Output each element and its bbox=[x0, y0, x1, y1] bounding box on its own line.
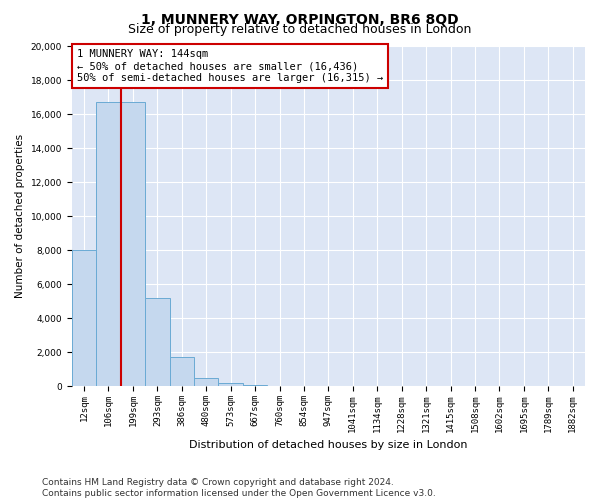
Bar bbox=[72, 250, 96, 386]
Text: 1 MUNNERY WAY: 144sqm
← 50% of detached houses are smaller (16,436)
50% of semi-: 1 MUNNERY WAY: 144sqm ← 50% of detached … bbox=[77, 50, 383, 82]
Text: Size of property relative to detached houses in London: Size of property relative to detached ho… bbox=[128, 22, 472, 36]
Text: Contains HM Land Registry data © Crown copyright and database right 2024.
Contai: Contains HM Land Registry data © Crown c… bbox=[42, 478, 436, 498]
Text: 1, MUNNERY WAY, ORPINGTON, BR6 8QD: 1, MUNNERY WAY, ORPINGTON, BR6 8QD bbox=[141, 12, 459, 26]
X-axis label: Distribution of detached houses by size in London: Distribution of detached houses by size … bbox=[189, 440, 467, 450]
Y-axis label: Number of detached properties: Number of detached properties bbox=[15, 134, 25, 298]
Bar bbox=[194, 378, 218, 386]
Bar bbox=[170, 358, 194, 386]
Bar bbox=[96, 102, 121, 387]
Bar bbox=[243, 384, 267, 386]
Bar bbox=[121, 102, 145, 387]
Bar bbox=[145, 298, 170, 386]
Bar bbox=[218, 383, 243, 386]
